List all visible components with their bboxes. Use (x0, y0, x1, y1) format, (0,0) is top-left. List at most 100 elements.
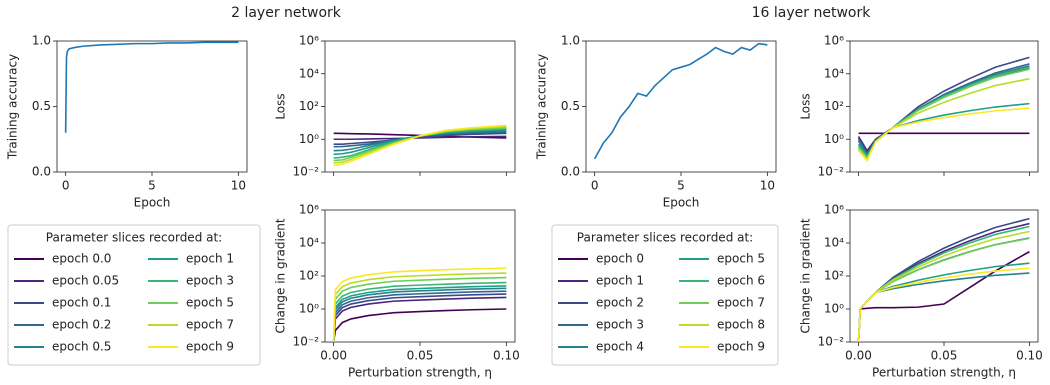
y-axis-label: Change in gradient (799, 218, 813, 333)
y-axis-label: Training accuracy (535, 54, 549, 160)
y-tick-label: 10⁴ (824, 236, 844, 250)
x-tick-label: 0.00 (845, 349, 872, 363)
legend-label: epoch 0.2 (52, 318, 111, 332)
y-tick-label: 10² (824, 269, 844, 283)
y-tick-label: 10² (299, 99, 319, 113)
y-axis-label: Loss (274, 93, 288, 119)
y-tick-label: 10⁻² (293, 335, 320, 349)
y-tick-label: 10⁻² (293, 165, 320, 179)
x-tick-label: 0 (62, 179, 70, 193)
legend-title: Parameter slices recorded at: (577, 231, 753, 245)
series-line (332, 287, 507, 343)
x-axis-label: Perturbation strength, η (348, 366, 492, 380)
x-tick-label: 5 (148, 179, 156, 193)
legend-label: epoch 1 (186, 252, 234, 266)
y-tick-label: 10⁶ (824, 34, 844, 48)
legend-label: epoch 1 (596, 274, 644, 288)
series-line (857, 107, 1030, 163)
y-tick-label: 0.5 (32, 99, 51, 113)
legend-label: epoch 9 (717, 340, 765, 354)
series-line (333, 129, 507, 152)
series-line (332, 281, 507, 343)
y-tick-label: 0.0 (32, 165, 51, 179)
y-tick-label: 10⁴ (299, 66, 319, 80)
legend-title: Parameter slices recorded at: (46, 231, 222, 245)
y-tick-label: 1.0 (561, 34, 580, 48)
x-axis-label: Epoch (134, 196, 171, 210)
x-tick-label: 0.00 (320, 349, 347, 363)
x-tick-label: 5 (677, 179, 685, 193)
y-tick-label: 1.0 (32, 34, 51, 48)
x-axis-label: Epoch (663, 196, 700, 210)
legend-label: epoch 4 (596, 340, 644, 354)
x-tick-label: 0.05 (931, 349, 958, 363)
y-tick-label: 10⁰ (824, 302, 844, 316)
y-tick-label: 10⁰ (299, 132, 319, 146)
legend-box (7, 224, 261, 366)
series-line (857, 66, 1030, 159)
y-tick-label: 0.0 (561, 165, 580, 179)
series-line (332, 272, 507, 343)
x-tick-label: 0.10 (1016, 349, 1043, 363)
x-tick-label: 0.05 (407, 349, 434, 363)
series-line (857, 250, 1030, 343)
group-title: 2 layer network (231, 5, 342, 21)
y-tick-label: 10² (299, 269, 319, 283)
series-line (333, 124, 507, 167)
series-line (857, 222, 1030, 343)
legend-label: epoch 0 (596, 252, 644, 266)
y-tick-label: 10⁶ (299, 203, 319, 217)
legend-label: epoch 0.1 (52, 296, 111, 310)
legend-label: epoch 2 (596, 296, 644, 310)
series-line (332, 285, 507, 343)
legend-label: epoch 7 (186, 318, 234, 332)
y-tick-label: 10² (824, 99, 844, 113)
series-line (332, 267, 507, 343)
plot-frame (56, 40, 248, 173)
series-line (332, 276, 507, 343)
legend-label: epoch 8 (717, 318, 765, 332)
series-line (332, 308, 507, 343)
x-tick-label: 10 (760, 179, 775, 193)
series-line (332, 293, 507, 343)
y-axis-label: Change in gradient (274, 218, 288, 333)
legend-label: epoch 3 (596, 318, 644, 332)
y-axis-label: Loss (799, 93, 813, 119)
legend-label: epoch 6 (717, 274, 765, 288)
legend-label: epoch 7 (717, 296, 765, 310)
series-line (332, 290, 507, 343)
y-tick-label: 10⁴ (824, 66, 844, 80)
legend-label: epoch 0.0 (52, 252, 111, 266)
series-line (333, 135, 507, 141)
legend-label: epoch 5 (717, 252, 765, 266)
accuracy-line (593, 42, 768, 160)
y-tick-label: 10⁴ (299, 236, 319, 250)
series-line (332, 296, 507, 343)
y-tick-label: 0.5 (561, 99, 580, 113)
x-tick-label: 0.10 (493, 349, 520, 363)
plot-frame (849, 40, 1039, 173)
accuracy-line (64, 41, 239, 133)
y-tick-label: 10⁻² (818, 335, 845, 349)
series-line (857, 102, 1030, 158)
y-tick-label: 10⁻² (818, 165, 845, 179)
y-tick-label: 10⁶ (299, 34, 319, 48)
x-tick-label: 10 (231, 179, 246, 193)
legend-label: epoch 5 (186, 296, 234, 310)
x-tick-label: 0 (591, 179, 599, 193)
series-line (857, 63, 1030, 156)
y-tick-label: 10⁰ (824, 132, 844, 146)
legend-label: epoch 0.05 (52, 274, 119, 288)
series-line (857, 68, 1030, 160)
legend-box (551, 224, 779, 366)
plot-frame (585, 40, 777, 173)
legend-label: epoch 9 (186, 340, 234, 354)
plot-frame (849, 209, 1039, 343)
y-tick-label: 10⁰ (299, 302, 319, 316)
group-title: 16 layer network (752, 5, 872, 21)
series-line (857, 267, 1030, 343)
y-tick-label: 10⁶ (824, 203, 844, 217)
legend-label: epoch 0.5 (52, 340, 111, 354)
legend-label: epoch 3 (186, 274, 234, 288)
